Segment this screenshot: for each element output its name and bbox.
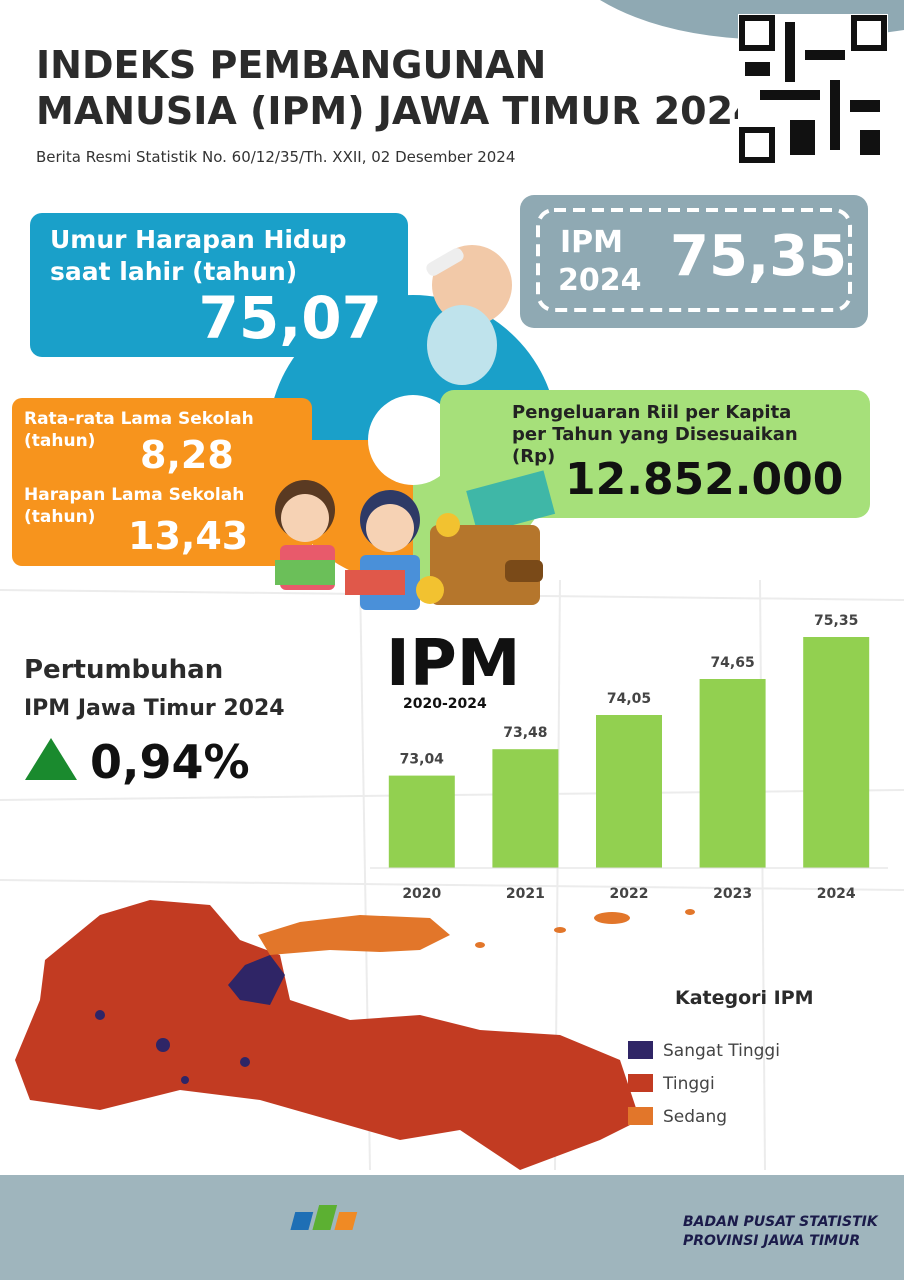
bps-logo [290, 1205, 358, 1230]
map-legend: Sangat Tinggi Tinggi Sedang [628, 1041, 780, 1127]
rls-label: (tahun) [24, 431, 95, 451]
qr-code [738, 14, 888, 164]
legend-label: Tinggi [662, 1074, 715, 1094]
growth-label: Pertumbuhan [24, 655, 223, 685]
growth-value: 0,94% [90, 735, 250, 789]
x-tick-label: 2021 [506, 886, 545, 902]
expenditure-value: 12.852.000 [565, 454, 843, 505]
footer-line: BADAN PUSAT STATISTIK [683, 1214, 879, 1230]
hls-label: Harapan Lama Sekolah [24, 485, 244, 505]
value-label: 73,04 [400, 752, 445, 768]
bar-chart: 73,04 2020 73,48 2021 74,05 2022 74,65 2023 75,3… [370, 613, 888, 902]
growth-arrow [25, 738, 77, 780]
expenditure-label: (Rp) [512, 446, 555, 467]
bar [596, 715, 662, 868]
bar [699, 679, 766, 868]
uhh-box [30, 213, 408, 357]
footer-line: PROVINSI JAWA TIMUR [683, 1233, 860, 1249]
rls-label: Rata-rata Lama Sekolah [24, 409, 254, 429]
ipm-box [520, 195, 868, 328]
ipm-dashed-border [536, 208, 852, 312]
ipm-label: IPM [560, 225, 623, 260]
hls-value: 13,43 [128, 514, 248, 558]
bar [492, 749, 559, 868]
wallet-illustration [416, 470, 556, 605]
chart-subtitle: 2020-2024 [403, 696, 487, 712]
legend-swatch [628, 1074, 653, 1092]
hls-label: (tahun) [24, 507, 95, 527]
x-tick-label: 2023 [713, 886, 752, 902]
uhh-value: 75,07 [199, 284, 382, 352]
value-label: 75,35 [814, 613, 858, 629]
value-label: 74,65 [710, 655, 754, 671]
baby-illustration [426, 245, 512, 385]
uhh-label: Umur Harapan Hidup [50, 225, 347, 254]
bar [388, 775, 455, 868]
x-tick-label: 2020 [402, 886, 441, 902]
x-tick-label: 2022 [610, 886, 649, 902]
value-label: 74,05 [607, 691, 651, 707]
legend-swatch [628, 1107, 653, 1125]
chart-title: IPM [386, 627, 520, 701]
background-grid [0, 579, 904, 1171]
legend-label: Sangat Tinggi [663, 1041, 780, 1061]
legend-title: Kategori IPM [675, 987, 814, 1009]
uhh-label: saat lahir (tahun) [50, 257, 297, 286]
education-box [12, 398, 312, 566]
growth-label: IPM Jawa Timur 2024 [24, 696, 285, 721]
title-line: INDEKS PEMBANGUNAN [36, 43, 546, 87]
map [15, 900, 695, 1170]
rls-value: 8,28 [140, 433, 234, 477]
legend-label: Sedang [663, 1107, 727, 1127]
legend-swatch [628, 1041, 653, 1059]
ipm-value: 75,35 [670, 224, 847, 289]
ipm-label: 2024 [558, 263, 642, 298]
expenditure-label: per Tahun yang Disesuaikan [512, 424, 798, 445]
value-label: 73,48 [503, 725, 547, 741]
subtitle: Berita Resmi Statistik No. 60/12/35/Th. … [36, 148, 515, 166]
bar [803, 637, 870, 868]
footer-band [0, 1175, 904, 1280]
children-illustration [275, 480, 420, 610]
x-tick-label: 2024 [817, 886, 856, 902]
expenditure-label: Pengeluaran Riil per Kapita [512, 402, 791, 423]
title-line: MANUSIA (IPM) JAWA TIMUR 2024 [36, 89, 759, 133]
